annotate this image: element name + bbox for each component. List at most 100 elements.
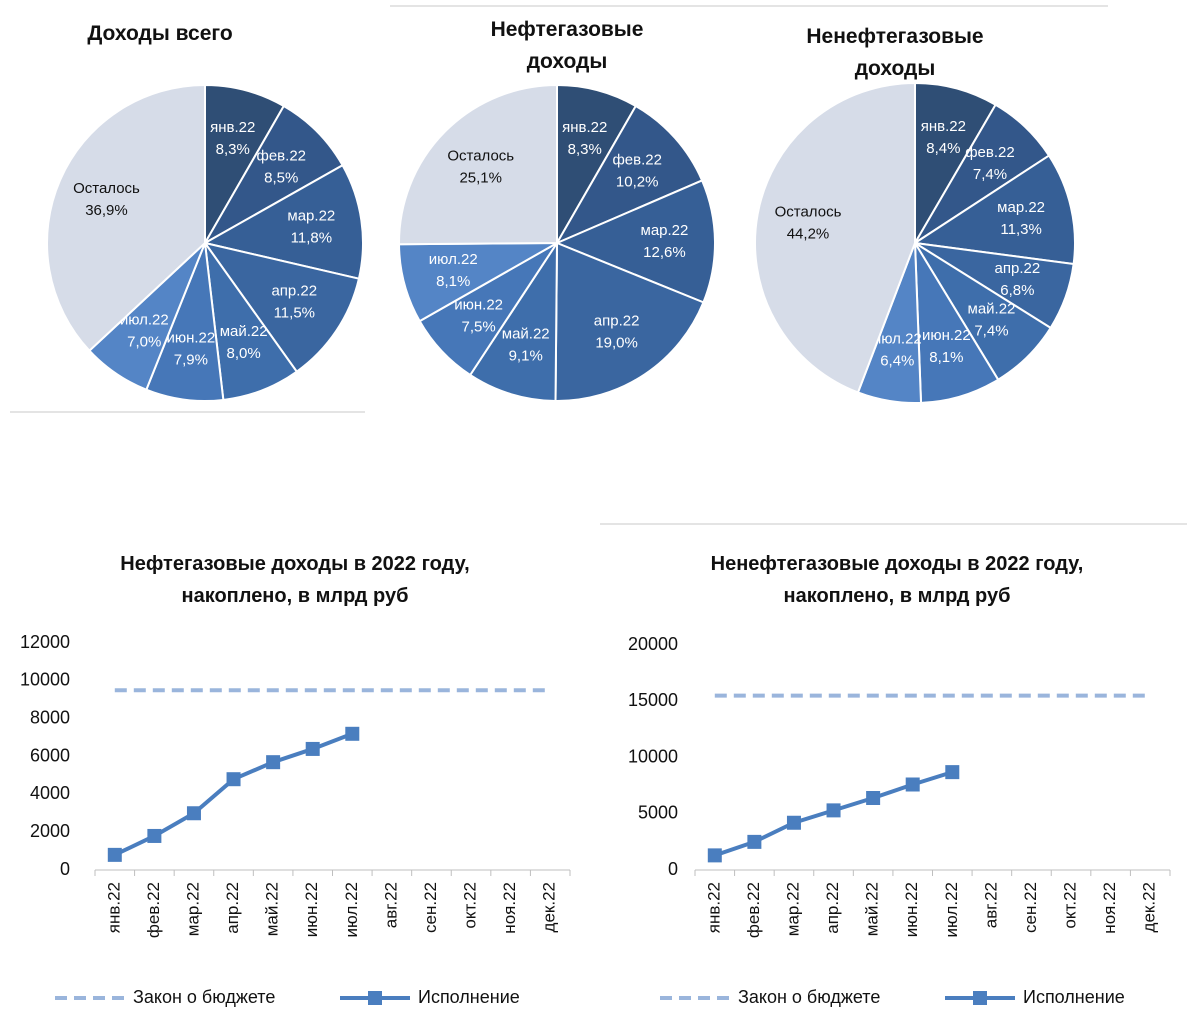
chart-title: Ненефтегазовые доходы в 2022 году, накоп… bbox=[710, 553, 1084, 607]
point-marker bbox=[905, 777, 920, 792]
slice-value: 8,3% bbox=[568, 141, 602, 158]
point-marker bbox=[186, 806, 201, 821]
y-tick-label: 0 bbox=[60, 859, 70, 879]
slice-value: 9,1% bbox=[509, 348, 543, 365]
x-tick-label: май.22 bbox=[263, 882, 282, 936]
slice-value: 19,0% bbox=[595, 334, 638, 351]
pie-slice bbox=[912, 154, 1076, 266]
slice-category: янв.22 bbox=[210, 119, 255, 136]
slice-category: мар.22 bbox=[997, 199, 1045, 216]
slice-value: 11,3% bbox=[1000, 221, 1041, 238]
slice-category: май.22 bbox=[220, 323, 268, 340]
slice-category: июл.22 bbox=[873, 330, 922, 347]
point-marker bbox=[266, 755, 281, 770]
y-tick-label: 8000 bbox=[30, 707, 70, 727]
point-marker bbox=[866, 791, 881, 805]
y-tick-label: 6000 bbox=[30, 745, 70, 765]
x-tick-label: ноя.22 bbox=[1100, 882, 1119, 934]
x-tick-label: окт.22 bbox=[1061, 882, 1080, 929]
pie-slice bbox=[202, 241, 361, 374]
x-tick-label: янв.22 bbox=[704, 882, 723, 933]
slice-value: 8,4% bbox=[926, 140, 960, 157]
x-tick-label: май.22 bbox=[863, 882, 882, 936]
legend-label: Закон о бюджете bbox=[738, 987, 880, 1007]
slice-category: июл.22 bbox=[429, 251, 478, 268]
legend-label: Исполнение bbox=[418, 987, 520, 1007]
slice-value: 8,5% bbox=[264, 169, 298, 186]
x-tick-label: дек.22 bbox=[1140, 882, 1159, 932]
slice-category: Осталось bbox=[447, 147, 514, 164]
point-marker bbox=[226, 772, 241, 787]
point-marker bbox=[826, 803, 841, 818]
point-marker bbox=[707, 848, 722, 863]
x-tick-label: сен.22 bbox=[1021, 882, 1040, 933]
pie-slice bbox=[202, 163, 364, 280]
point-marker bbox=[345, 726, 360, 741]
legend-label: Закон о бюджете bbox=[133, 987, 275, 1007]
slice-category: мар.22 bbox=[287, 208, 335, 225]
legend-label: Исполнение bbox=[1023, 987, 1125, 1007]
legend-marker bbox=[368, 991, 382, 1005]
x-tick-label: ноя.22 bbox=[500, 882, 519, 934]
x-tick-label: авг.22 bbox=[381, 882, 400, 928]
point-marker bbox=[747, 834, 762, 849]
x-tick-label: июн.22 bbox=[302, 882, 321, 937]
slice-value: 7,9% bbox=[174, 351, 208, 368]
y-tick-label: 0 bbox=[668, 859, 678, 879]
point-marker bbox=[107, 847, 122, 862]
slice-category: янв.22 bbox=[921, 118, 966, 135]
slice-value: 8,3% bbox=[216, 141, 250, 158]
x-tick-label: окт.22 bbox=[461, 882, 480, 929]
slice-category: май.22 bbox=[502, 326, 550, 343]
slice-value: 7,5% bbox=[462, 318, 496, 335]
point-marker bbox=[786, 815, 801, 830]
slice-category: Осталось bbox=[775, 203, 842, 220]
x-tick-label: июл.22 bbox=[942, 882, 961, 937]
slice-category: июн.22 bbox=[166, 329, 215, 346]
slice-value: 7,4% bbox=[974, 322, 1008, 339]
x-tick-label: июн.22 bbox=[902, 882, 921, 937]
x-tick-label: янв.22 bbox=[104, 882, 123, 933]
slice-value: 6,4% bbox=[880, 352, 914, 369]
slice-category: апр.22 bbox=[995, 260, 1041, 277]
x-tick-label: мар.22 bbox=[183, 882, 202, 936]
slice-category: фев.22 bbox=[257, 147, 307, 164]
y-tick-label: 20000 bbox=[628, 634, 678, 654]
chart-title: Нефтегазовые доходы bbox=[490, 18, 644, 73]
slice-value: 11,5% bbox=[274, 305, 315, 322]
x-tick-label: фев.22 bbox=[744, 882, 763, 938]
point-marker bbox=[305, 741, 320, 756]
point-marker bbox=[945, 765, 960, 780]
slice-category: апр.22 bbox=[594, 312, 640, 329]
slice-value: 12,6% bbox=[643, 244, 686, 261]
slice-value: 7,0% bbox=[127, 334, 161, 351]
slice-category: фев.22 bbox=[965, 144, 1015, 161]
pie-slice bbox=[554, 179, 716, 304]
slice-value: 8,1% bbox=[436, 273, 470, 290]
slice-value: 44,2% bbox=[787, 225, 830, 242]
pie-slice bbox=[46, 83, 206, 353]
y-tick-label: 12000 bbox=[20, 632, 70, 652]
pie-slice bbox=[398, 83, 558, 246]
x-tick-label: авг.22 bbox=[981, 882, 1000, 928]
pie-slice bbox=[914, 81, 997, 247]
chart-title: Доходы всего bbox=[87, 22, 233, 45]
slice-category: мар.22 bbox=[641, 222, 689, 239]
y-tick-label: 10000 bbox=[20, 670, 70, 690]
slice-value: 36,9% bbox=[85, 202, 128, 219]
y-tick-label: 4000 bbox=[30, 783, 70, 803]
slice-category: июл.22 bbox=[120, 312, 169, 329]
y-tick-label: 10000 bbox=[628, 746, 678, 766]
x-tick-label: июл.22 bbox=[342, 882, 361, 937]
slice-category: фев.22 bbox=[612, 151, 662, 168]
legend-marker bbox=[973, 991, 987, 1005]
chart-title: Ненефтегазовые доходы bbox=[806, 25, 984, 80]
pie-slice bbox=[554, 241, 705, 402]
point-marker bbox=[147, 828, 162, 843]
slice-value: 8,0% bbox=[227, 345, 261, 362]
slice-category: апр.22 bbox=[271, 283, 317, 300]
chart-title: Нефтегазовые доходы в 2022 году, накопле… bbox=[120, 553, 470, 607]
slice-value: 10,2% bbox=[616, 173, 659, 190]
